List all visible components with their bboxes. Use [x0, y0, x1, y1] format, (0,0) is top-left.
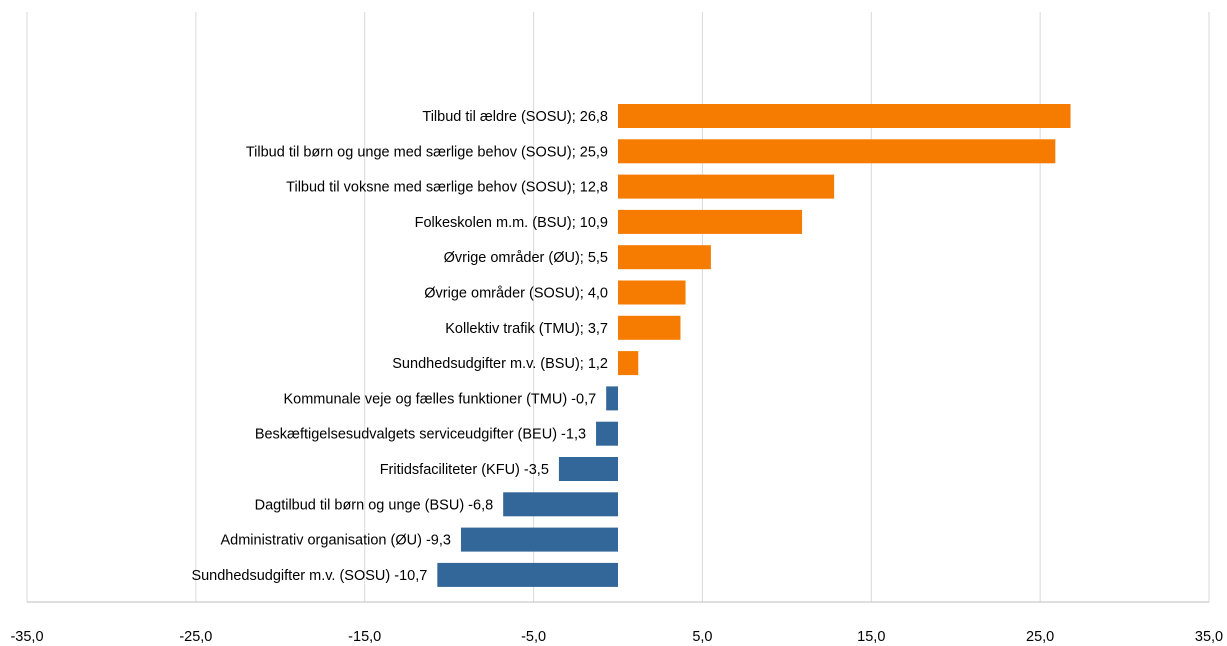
- bar: [437, 562, 618, 587]
- bar-label: Kollektiv trafik (TMU); 3,7: [445, 321, 608, 337]
- bar-label: Fritidsfaciliteter (KFU) -3,5: [380, 462, 549, 478]
- x-tick-label: 25,0: [1026, 629, 1054, 645]
- x-tick-label: -5,0: [521, 629, 546, 645]
- bar: [503, 492, 618, 517]
- bar-label: Tilbud til børn og unge med særlige beho…: [246, 144, 608, 160]
- bar-label: Tilbud til voksne med særlige behov (SOS…: [286, 180, 608, 196]
- bar-label: Tilbud til ældre (SOSU); 26,8: [422, 109, 608, 125]
- bar: [618, 245, 711, 270]
- bar-label: Kommunale veje og fælles funktioner (TMU…: [283, 391, 596, 407]
- bar-label: Øvrige områder (SOSU); 4,0: [424, 286, 608, 302]
- bars: [437, 104, 1071, 587]
- bar-label: Beskæftigelsesudvalgets serviceudgifter …: [255, 427, 586, 443]
- category-labels: Tilbud til ældre (SOSU); 26,8 Tilbud til …: [191, 109, 608, 584]
- bar-label: Øvrige områder (ØU); 5,5: [444, 250, 608, 266]
- x-tick-label: 35,0: [1195, 629, 1223, 645]
- bar: [618, 280, 686, 305]
- bar: [460, 527, 618, 552]
- bar: [618, 209, 803, 234]
- bar: [618, 174, 835, 199]
- bar-label: Folkeskolen m.m. (BSU); 10,9: [415, 215, 608, 231]
- bar: [618, 104, 1071, 128]
- bar-label: Sundhedsudgifter m.v. (SOSU) -10,7: [191, 568, 427, 584]
- bar: [618, 351, 639, 376]
- x-tick-label: 5,0: [692, 629, 712, 645]
- bar-label: Administrativ organisation (ØU) -9,3: [220, 533, 450, 549]
- bar-label: Sundhedsudgifter m.v. (BSU); 1,2: [392, 356, 608, 372]
- bar: [596, 421, 618, 446]
- bar: [618, 315, 681, 340]
- bar: [558, 457, 618, 481]
- bar-label: Dagtilbud til børn og unge (BSU) -6,8: [255, 497, 494, 513]
- x-tick-label: 15,0: [857, 629, 885, 645]
- x-tick-label: -35,0: [10, 629, 43, 645]
- bar: [618, 139, 1056, 164]
- x-axis: -35,0 -25,0 -15,0 -5,0 5,0 15,0 25,0 35,0: [10, 601, 1223, 645]
- x-tick-label: -15,0: [348, 629, 381, 645]
- bar: [606, 386, 618, 411]
- x-tick-label: -25,0: [179, 629, 212, 645]
